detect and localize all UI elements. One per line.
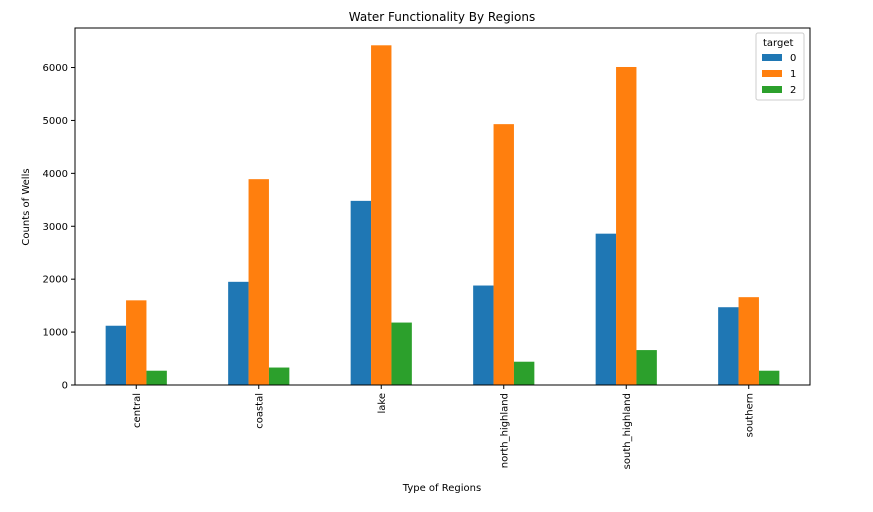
y-tick-label: 2000 xyxy=(43,275,68,286)
bar-south_highland-series-2 xyxy=(636,350,657,385)
bar-north_highland-series-0 xyxy=(473,285,494,385)
bar-southern-series-1 xyxy=(738,297,759,385)
bar-north_highland-series-1 xyxy=(493,124,514,385)
x-tick-label-lake: lake xyxy=(377,393,388,414)
x-tick-label-north_highland: north_highland xyxy=(499,393,510,468)
bars-group xyxy=(105,45,780,385)
bar-southern-series-2 xyxy=(758,370,780,385)
legend-items: 0 1 2 xyxy=(762,53,796,96)
bar-south_highland-series-0 xyxy=(595,233,617,385)
y-tick-label: 5000 xyxy=(43,116,68,127)
x-axis: central coastal lake north_highland south_hi… xyxy=(132,385,755,469)
x-tick-label-south_highland: south_highland xyxy=(622,393,633,469)
y-tick-label: 1000 xyxy=(43,328,68,339)
bar-south_highland-series-1 xyxy=(616,66,637,385)
plot-area-frame xyxy=(74,27,811,386)
legend-swatch-2 xyxy=(762,86,782,93)
bar-coastal-series-1 xyxy=(248,179,269,385)
legend-box xyxy=(755,32,805,101)
y-tick-label: 6000 xyxy=(43,63,68,74)
x-axis-label: Type of Regions xyxy=(402,483,481,494)
y-tick-label: 3000 xyxy=(43,222,68,233)
bar-central-series-2 xyxy=(146,370,167,385)
bar-southern-series-0 xyxy=(718,307,739,385)
bar-coastal-series-2 xyxy=(268,367,290,385)
legend: target 0 1 2 xyxy=(755,32,805,101)
legend-swatch-0 xyxy=(762,54,782,61)
bar-lake-series-2 xyxy=(391,322,412,385)
legend-swatch-1 xyxy=(762,70,782,77)
bar-lake-series-1 xyxy=(371,45,392,385)
legend-label-2: 2 xyxy=(790,85,796,96)
bar-lake-series-0 xyxy=(350,200,372,385)
bar-coastal-series-0 xyxy=(228,281,249,385)
x-tick-label-coastal: coastal xyxy=(254,393,265,429)
legend-title: target xyxy=(763,38,793,49)
legend-label-0: 0 xyxy=(790,53,796,64)
y-tick-label: 4000 xyxy=(43,169,68,180)
bar-north_highland-series-2 xyxy=(513,361,535,385)
x-tick-label-southern: southern xyxy=(744,393,755,437)
bar-central-series-1 xyxy=(126,300,147,385)
y-axis: 0 1000 2000 3000 4000 5000 6000 xyxy=(43,63,75,392)
bar-central-series-0 xyxy=(105,325,127,385)
y-tick-label: 0 xyxy=(62,381,68,392)
x-tick-label-central: central xyxy=(132,393,143,428)
legend-label-1: 1 xyxy=(790,69,796,80)
chart-title: Water Functionality By Regions xyxy=(349,10,535,24)
y-axis-label: Counts of Wells xyxy=(21,168,32,245)
